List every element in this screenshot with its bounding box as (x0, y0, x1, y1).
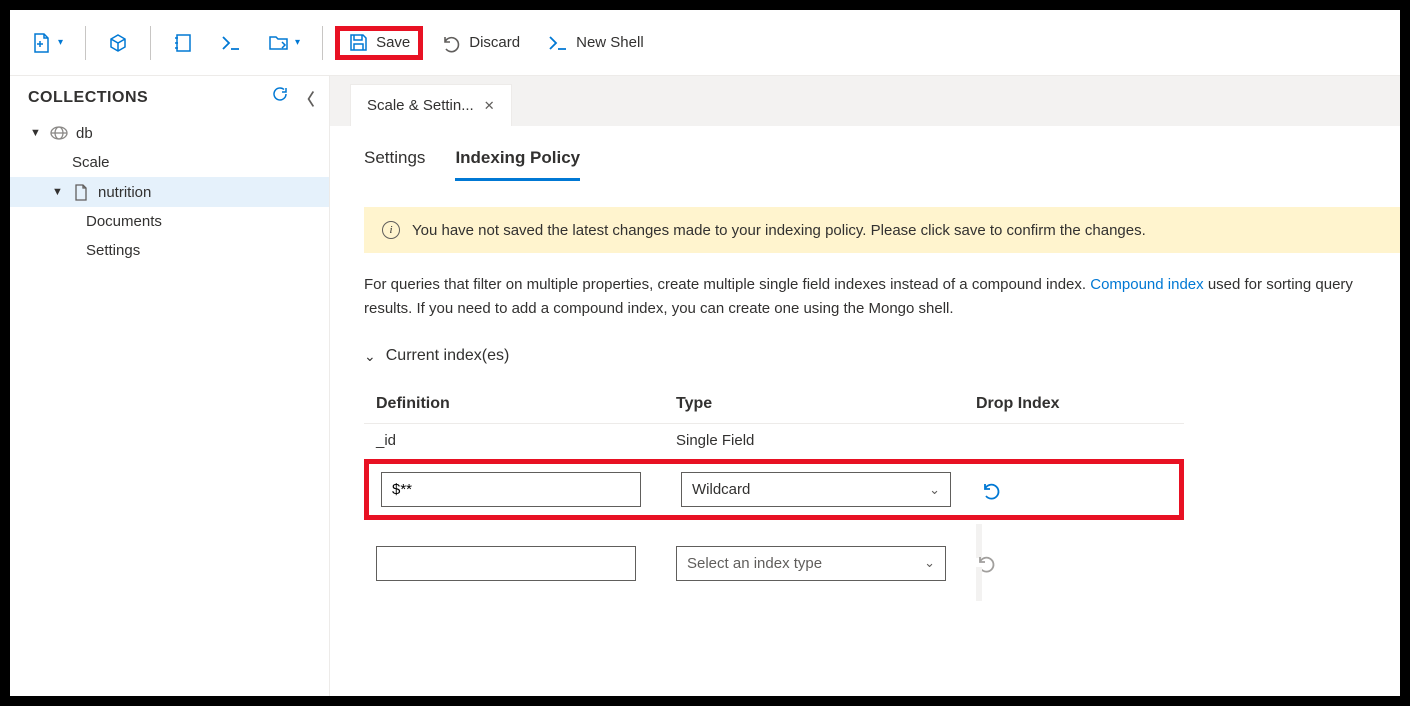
divider (85, 26, 86, 60)
type-value: Wildcard (692, 481, 750, 498)
refresh-icon[interactable] (272, 86, 288, 110)
tree: ▼ db Scale ▼ nutrition Doc (10, 116, 329, 265)
new-file-icon (32, 33, 52, 53)
notebook-button[interactable] (163, 27, 203, 59)
tree-scale-label: Scale (72, 154, 110, 171)
save-button[interactable]: Save (335, 26, 423, 60)
table-row: _id Single Field (364, 424, 1184, 457)
divider (322, 26, 323, 60)
cube-icon (108, 33, 128, 53)
prompt-icon (548, 33, 568, 53)
notebook-icon (173, 33, 193, 53)
sidebar-header: COLLECTIONS 〈 (10, 76, 329, 116)
drop-index-button-disabled (976, 524, 1196, 601)
toolbar: ▾ ▾ Sav (10, 10, 1400, 76)
content: Settings Indexing Policy i You have not … (330, 126, 1400, 696)
sidebar: COLLECTIONS 〈 ▼ db Scale (10, 76, 330, 696)
description: For queries that filter on multiple prop… (364, 273, 1400, 321)
open-button[interactable]: ▾ (259, 27, 310, 59)
tree-documents-label: Documents (86, 213, 162, 230)
info-icon: i (382, 221, 400, 239)
definition-input[interactable] (381, 472, 641, 507)
tree-collection[interactable]: ▼ nutrition (10, 177, 329, 207)
tree-collection-label: nutrition (98, 184, 151, 201)
banner-text: You have not saved the latest changes ma… (412, 222, 1146, 239)
undo-icon (441, 33, 461, 53)
tree-db[interactable]: ▼ db (10, 118, 329, 148)
sidebar-title: COLLECTIONS (28, 89, 148, 107)
chevron-down-icon: ▾ (295, 37, 300, 48)
chevron-down-icon: ⌄ (929, 482, 940, 498)
index-table: Definition Type Drop Index _id Single Fi… (364, 385, 1184, 604)
folder-open-icon (269, 33, 289, 53)
tree-settings[interactable]: Settings (10, 236, 329, 265)
discard-button[interactable]: Discard (431, 27, 530, 59)
tab-label: Scale & Settin... (367, 97, 474, 114)
chevron-down-icon: ▾ (58, 37, 63, 48)
compound-index-link[interactable]: Compound index (1090, 276, 1203, 293)
subtab-settings[interactable]: Settings (364, 148, 425, 181)
tree-scale[interactable]: Scale (10, 148, 329, 177)
tab-scale-settings[interactable]: Scale & Settin... ✕ (350, 84, 512, 126)
tree-db-label: db (76, 125, 93, 142)
app-frame: ▾ ▾ Sav (10, 10, 1400, 696)
prompt-icon (221, 33, 241, 53)
discard-label: Discard (469, 34, 520, 51)
save-label: Save (376, 34, 410, 51)
caret-down-icon: ▼ (30, 127, 42, 139)
col-definition: Definition (376, 395, 676, 413)
chevron-down-icon: ⌄ (364, 348, 376, 365)
tree-settings-label: Settings (86, 242, 140, 259)
type-select[interactable]: Select an index type ⌄ (676, 546, 946, 581)
main: Scale & Settin... ✕ Settings Indexing Po… (330, 76, 1400, 696)
col-drop: Drop Index (976, 395, 1196, 413)
unsaved-banner: i You have not saved the latest changes … (364, 207, 1400, 253)
type-placeholder: Select an index type (687, 555, 822, 572)
save-icon (348, 33, 368, 53)
close-icon[interactable]: ✕ (484, 98, 495, 114)
col-type: Type (676, 395, 976, 413)
row-definition: _id (376, 432, 676, 449)
cube-button[interactable] (98, 27, 138, 59)
table-header: Definition Type Drop Index (364, 385, 1184, 424)
tab-strip: Scale & Settin... ✕ (330, 76, 1400, 126)
new-shell-button[interactable]: New Shell (538, 27, 654, 59)
type-select[interactable]: Wildcard ⌄ (681, 472, 951, 507)
chevron-down-icon: ⌄ (924, 555, 935, 571)
shell-button[interactable] (211, 27, 251, 59)
document-icon (72, 183, 90, 201)
desc-text1: For queries that filter on multiple prop… (364, 276, 1090, 293)
section-current-indexes[interactable]: ⌄ Current index(es) (364, 347, 1400, 365)
caret-down-icon: ▼ (52, 186, 64, 198)
definition-input[interactable] (376, 546, 636, 581)
tree-documents[interactable]: Documents (10, 207, 329, 236)
new-shell-label: New Shell (576, 34, 644, 51)
subtab-indexing[interactable]: Indexing Policy (455, 148, 580, 181)
collapse-icon[interactable]: 〈 (298, 86, 315, 110)
row-type: Single Field (676, 432, 976, 449)
section-label: Current index(es) (386, 347, 510, 365)
table-row: Select an index type ⌄ (364, 522, 1184, 604)
drop-index-button[interactable] (981, 480, 1201, 500)
database-icon (50, 124, 68, 142)
subtabs: Settings Indexing Policy (364, 148, 1400, 181)
new-resource-button[interactable]: ▾ (22, 27, 73, 59)
divider (150, 26, 151, 60)
table-row-highlighted: Wildcard ⌄ (364, 459, 1184, 520)
